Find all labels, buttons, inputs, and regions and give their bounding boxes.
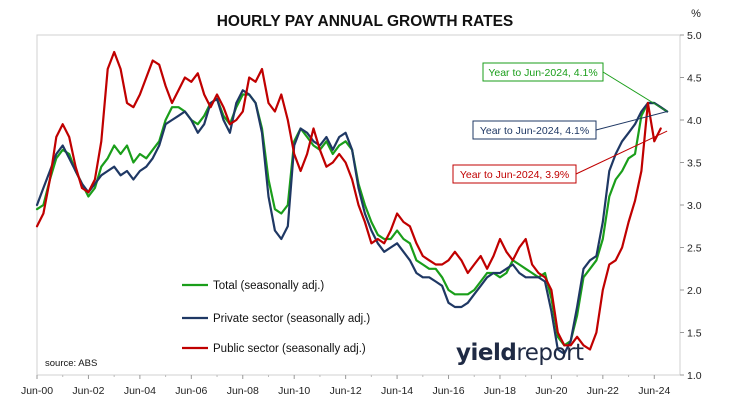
x-tick-label: Jun-22: [587, 385, 619, 397]
y-tick-label: 4.5: [687, 73, 702, 85]
annotation-label-3: Year to Jun-2024, 3.9%: [460, 169, 569, 181]
annotation-label-2: Year to Jun-2024, 4.1%: [480, 125, 589, 137]
legend: Total (seasonally adj.) Private sector (s…: [182, 280, 370, 355]
y-tick-label: 2.0: [687, 285, 702, 297]
x-tick-label: Jun-00: [21, 385, 53, 397]
annotation-leader-1: [602, 71, 668, 112]
series-layer: [35, 50, 669, 355]
chart-title: HOURLY PAY ANNUAL GROWTH RATES: [217, 13, 514, 30]
y-tick-label: 3.0: [687, 200, 702, 212]
legend-label-1: Total (seasonally adj.): [213, 280, 324, 292]
annotation-leader-3: [575, 130, 668, 175]
x-tick-label: Jun-18: [484, 385, 516, 397]
x-tick-label: Jun-08: [227, 385, 259, 397]
x-tick-label: Jun-10: [278, 385, 310, 397]
legend-label-3: Public sector (seasonally adj.): [213, 343, 366, 355]
series-line-3: [35, 50, 662, 351]
source-note: source: ABS: [45, 358, 97, 369]
annotation-box-3: [452, 164, 577, 184]
unit-label: %: [691, 8, 701, 20]
x-tick-label: Jun-24: [638, 385, 670, 397]
x-tick-label: Jun-20: [535, 385, 567, 397]
y-tick-label: 5.0: [687, 30, 702, 42]
brand-logo-part2: report: [516, 340, 584, 366]
annotation-leader-2: [595, 111, 668, 131]
x-tick-label: Jun-12: [330, 385, 362, 397]
annotation-label-1: Year to Jun-2024, 4.1%: [488, 67, 597, 79]
y-tick-label: 1.0: [687, 370, 702, 382]
brand-logo: yieldreport: [456, 340, 584, 366]
annotation-box-1: [482, 62, 604, 82]
x-tick-label: Jun-14: [381, 385, 413, 397]
x-tick-label: Jun-02: [72, 385, 104, 397]
legend-label-2: Private sector (seasonally adj.): [213, 313, 370, 325]
annotation-layer: Year to Jun-2024, 4.1% Year to Jun-2024, …: [452, 62, 668, 184]
x-tick-label: Jun-04: [124, 385, 156, 397]
series-line-2: [35, 89, 669, 355]
y-tick-label: 3.5: [687, 158, 702, 170]
x-tick-label: Jun-16: [432, 385, 464, 397]
y-tick-label: 1.5: [687, 328, 702, 340]
y-tick-label: 4.0: [687, 115, 702, 127]
x-tick-label: Jun-06: [175, 385, 207, 397]
x-axis: Jun-00 Jun-02 Jun-04 Jun-06 Jun-08 Jun-10 Jun-…: [21, 375, 670, 397]
brand-logo-part1: yield: [456, 340, 517, 366]
annotation-box-2: [472, 120, 597, 140]
y-tick-label: 2.5: [687, 243, 702, 255]
y-axis: 1.0 1.5 2.0 2.5 3.0 3.5 4.0 4.5 5.0: [680, 30, 702, 382]
